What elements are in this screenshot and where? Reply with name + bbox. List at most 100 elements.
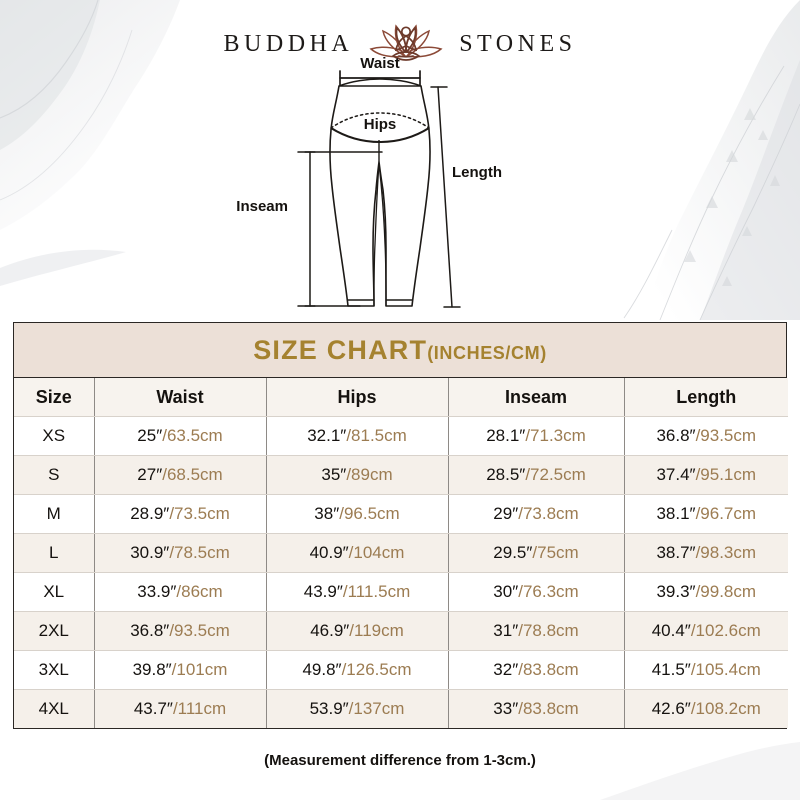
- column-header-size: Size: [14, 378, 95, 417]
- value-cm: /63.5cm: [162, 426, 223, 445]
- value-inches: 30.9″: [130, 543, 170, 562]
- value-cm: /96.5cm: [339, 504, 400, 523]
- cell-length: 37.4″/95.1cm: [624, 455, 788, 495]
- value-cm: /95.1cm: [695, 465, 757, 484]
- value-cm: /93.5cm: [695, 426, 757, 445]
- column-header-inseam: Inseam: [448, 378, 625, 417]
- value-cm: /126.5cm: [341, 660, 412, 679]
- value-inches: 39.3″: [656, 582, 696, 601]
- cell-hips: 43.9″/111.5cm: [266, 572, 449, 612]
- cell-inseam: 30″/76.3cm: [448, 572, 625, 612]
- value-inches: 27″: [137, 465, 163, 484]
- value-inches: 40.4″: [651, 621, 691, 640]
- value-inches: 39.8″: [132, 660, 172, 679]
- value-inches: 28.5″: [486, 465, 526, 484]
- cell-waist: 27″/68.5cm: [94, 455, 267, 495]
- value-cm: /102.6cm: [690, 621, 761, 640]
- page-title: SIZE CHART(INCHES/CM): [253, 335, 547, 366]
- value-inches: 28.1″: [486, 426, 526, 445]
- value-cm: /101cm: [171, 660, 228, 679]
- value-inches: 30″: [493, 582, 519, 601]
- value-inches: 38″: [314, 504, 340, 523]
- value-cm: /71.3cm: [525, 426, 586, 445]
- table-row: 2XL 36.8″/93.5cm 46.9″/119cm 31″/78.8cm 40.4…: [14, 611, 788, 651]
- value-cm: /111.5cm: [342, 582, 411, 601]
- value-inches: 38.1″: [656, 504, 696, 523]
- value-cm: /78.8cm: [518, 621, 579, 640]
- value-cm: /105.4cm: [690, 660, 761, 679]
- size-chart-table: Size Waist Hips Inseam Length XS 25″/63.5…: [14, 378, 788, 728]
- value-inches: 29″: [493, 504, 519, 523]
- value-cm: /96.7cm: [695, 504, 757, 523]
- value-inches: 25″: [137, 426, 163, 445]
- cell-length: 38.1″/96.7cm: [624, 494, 788, 534]
- cell-size: S: [14, 455, 95, 495]
- value-cm: /73.5cm: [169, 504, 230, 523]
- cell-waist: 33.9″/86cm: [94, 572, 267, 612]
- value-inches: 31″: [493, 621, 519, 640]
- value-cm: /78.5cm: [169, 543, 230, 562]
- column-header-length: Length: [624, 378, 788, 417]
- cell-inseam: 29″/73.8cm: [448, 494, 625, 534]
- value-cm: /83.8cm: [518, 699, 579, 718]
- cell-hips: 38″/96.5cm: [266, 494, 449, 534]
- table-header-row: Size Waist Hips Inseam Length: [14, 378, 788, 417]
- cell-size: XL: [14, 572, 95, 612]
- value-inches: 28.9″: [130, 504, 170, 523]
- cell-waist: 28.9″/73.5cm: [94, 494, 267, 534]
- value-inches: 38.7″: [656, 543, 696, 562]
- cell-waist: 25″/63.5cm: [94, 416, 267, 456]
- cell-size: L: [14, 533, 95, 573]
- waist-label: Waist: [360, 55, 399, 72]
- value-cm: /86cm: [176, 582, 223, 601]
- cell-inseam: 31″/78.8cm: [448, 611, 625, 651]
- value-cm: /83.8cm: [518, 660, 579, 679]
- cell-hips: 35″/89cm: [266, 455, 449, 495]
- value-inches: 29.5″: [493, 543, 533, 562]
- value-inches: 33.9″: [137, 582, 177, 601]
- inseam-label: Inseam: [236, 198, 288, 215]
- cell-length: 36.8″/93.5cm: [624, 416, 788, 456]
- leggings-measurement-diagram: Waist Hips Inseam Length: [236, 55, 502, 308]
- table-row: XL 33.9″/86cm 43.9″/111.5cm 30″/76.3cm 39.3″…: [14, 572, 788, 612]
- value-cm: /72.5cm: [525, 465, 586, 484]
- value-inches: 36.8″: [656, 426, 696, 445]
- column-header-hips: Hips: [266, 378, 449, 417]
- cell-size: 3XL: [14, 650, 95, 690]
- cell-length: 40.4″/102.6cm: [624, 611, 788, 651]
- value-inches: 36.8″: [130, 621, 170, 640]
- value-cm: /119cm: [349, 621, 404, 640]
- value-cm: /104cm: [348, 543, 405, 562]
- value-cm: /111cm: [172, 699, 227, 718]
- cell-length: 39.3″/99.8cm: [624, 572, 788, 612]
- table-row: XS 25″/63.5cm 32.1″/81.5cm 28.1″/71.3cm 36.8…: [14, 416, 788, 456]
- value-cm: /137cm: [348, 699, 405, 718]
- title-main: SIZE CHART: [253, 334, 428, 365]
- cell-hips: 46.9″/119cm: [266, 611, 449, 651]
- value-inches: 49.8″: [302, 660, 342, 679]
- cell-size: 4XL: [14, 689, 95, 728]
- cell-hips: 40.9″/104cm: [266, 533, 449, 573]
- value-cm: /93.5cm: [169, 621, 230, 640]
- cell-length: 41.5″/105.4cm: [624, 650, 788, 690]
- value-inches: 53.9″: [309, 699, 349, 718]
- table-row: 4XL 43.7″/111cm 53.9″/137cm 33″/83.8cm 42.6″…: [14, 689, 788, 728]
- table-row: S 27″/68.5cm 35″/89cm 28.5″/72.5cm 37.4″/95.…: [14, 455, 788, 495]
- cell-waist: 39.8″/101cm: [94, 650, 267, 690]
- size-chart-table-container: SIZE CHART(INCHES/CM) Size Waist Hips In…: [13, 322, 788, 729]
- value-cm: /81.5cm: [346, 426, 407, 445]
- cell-inseam: 32″/83.8cm: [448, 650, 625, 690]
- value-inches: 41.5″: [651, 660, 691, 679]
- cell-hips: 32.1″/81.5cm: [266, 416, 449, 456]
- cell-size: XS: [14, 416, 95, 456]
- value-inches: 46.9″: [310, 621, 350, 640]
- value-inches: 33″: [493, 699, 519, 718]
- cell-waist: 30.9″/78.5cm: [94, 533, 267, 573]
- header-and-diagram-section: BUDDHA: [0, 0, 800, 322]
- value-inches: 35″: [321, 465, 347, 484]
- cell-inseam: 28.1″/71.3cm: [448, 416, 625, 456]
- cell-inseam: 28.5″/72.5cm: [448, 455, 625, 495]
- cell-size: M: [14, 494, 95, 534]
- cell-hips: 49.8″/126.5cm: [266, 650, 449, 690]
- cell-length: 42.6″/108.2cm: [624, 689, 788, 728]
